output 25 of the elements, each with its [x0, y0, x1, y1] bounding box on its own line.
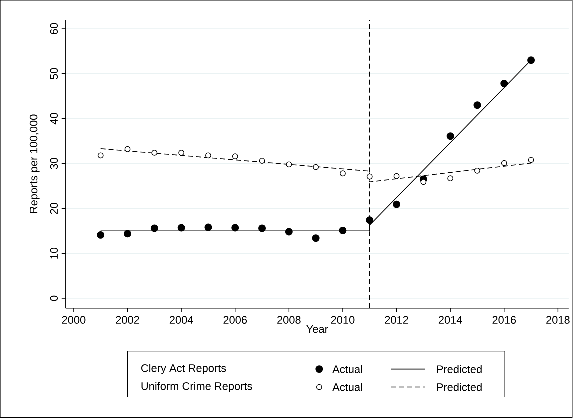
- y-tick-label: 10: [50, 248, 58, 259]
- x-tick-label: 2004: [170, 316, 194, 324]
- legend-label: Actual: [332, 365, 362, 374]
- y-tick-label: 60: [50, 23, 58, 34]
- text: Uniform Crime Reports: [142, 382, 252, 392]
- legend-label: Actual: [332, 383, 362, 392]
- x-tick-label: 2000: [62, 316, 86, 324]
- x-tick-label: 2010: [331, 316, 355, 324]
- legend-label: Predicted: [437, 365, 482, 374]
- x-tick-label: 2012: [385, 316, 408, 324]
- x-tick-label: 2018: [546, 316, 570, 324]
- x-axis-title: Year: [306, 325, 328, 334]
- x-tick-label: 2014: [438, 316, 462, 324]
- y-tick-label: 30: [50, 158, 58, 170]
- x-tick-label: 2008: [278, 316, 301, 324]
- y-tick-label: 50: [50, 68, 58, 80]
- y-tick-label: 0: [50, 296, 58, 302]
- y-tick-label: 20: [50, 202, 58, 214]
- x-tick-label: 2002: [116, 316, 140, 324]
- y-axis-title: Reports per 100,000: [30, 114, 40, 214]
- legend-label: Predicted: [437, 383, 482, 392]
- x-tick-label: 2006: [224, 316, 248, 324]
- y-tick-label: 40: [50, 113, 58, 125]
- x-tick-label: 2016: [492, 316, 516, 324]
- text: Clery Act Reports: [142, 364, 226, 374]
